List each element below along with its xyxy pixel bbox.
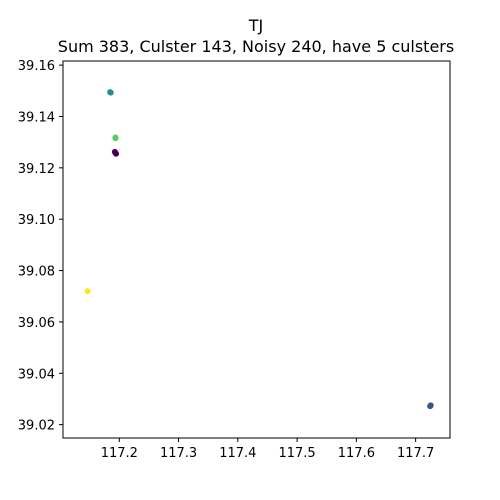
data-point-series-4	[112, 135, 119, 142]
chart-title: TJ	[248, 16, 264, 35]
y-tick-label: 39.14	[18, 110, 55, 125]
chart-subtitle: Sum 383, Culster 143, Noisy 240, have 5 …	[58, 37, 454, 56]
data-point-series-1	[113, 150, 120, 157]
x-tick-label: 117.2	[101, 446, 138, 461]
y-tick-label: 39.16	[18, 59, 55, 74]
x-axis: 117.2 117.3 117.4 117.5 117.6 117.7	[101, 438, 434, 461]
x-tick-label: 117.6	[338, 446, 375, 461]
plot-frame	[62, 60, 451, 439]
y-axis: 39.02 39.04 39.06 39.08 39.10 39.12 39.14 39.16	[18, 59, 63, 434]
y-tick-label: 39.12	[18, 162, 55, 177]
y-tick-label: 39.06	[18, 316, 55, 331]
x-tick-label: 117.4	[219, 446, 256, 461]
y-tick-label: 39.04	[18, 367, 55, 382]
y-tick-label: 39.10	[18, 213, 55, 228]
y-tick-label: 39.02	[18, 419, 55, 434]
data-point-series-3	[107, 89, 114, 96]
y-tick-label: 39.08	[18, 265, 55, 280]
x-tick-label: 117.7	[397, 446, 434, 461]
data-points	[84, 89, 434, 410]
data-point-series-2	[427, 403, 434, 410]
x-tick-label: 117.5	[278, 446, 315, 461]
x-tick-label: 117.3	[160, 446, 197, 461]
data-point-series-5	[84, 288, 91, 295]
